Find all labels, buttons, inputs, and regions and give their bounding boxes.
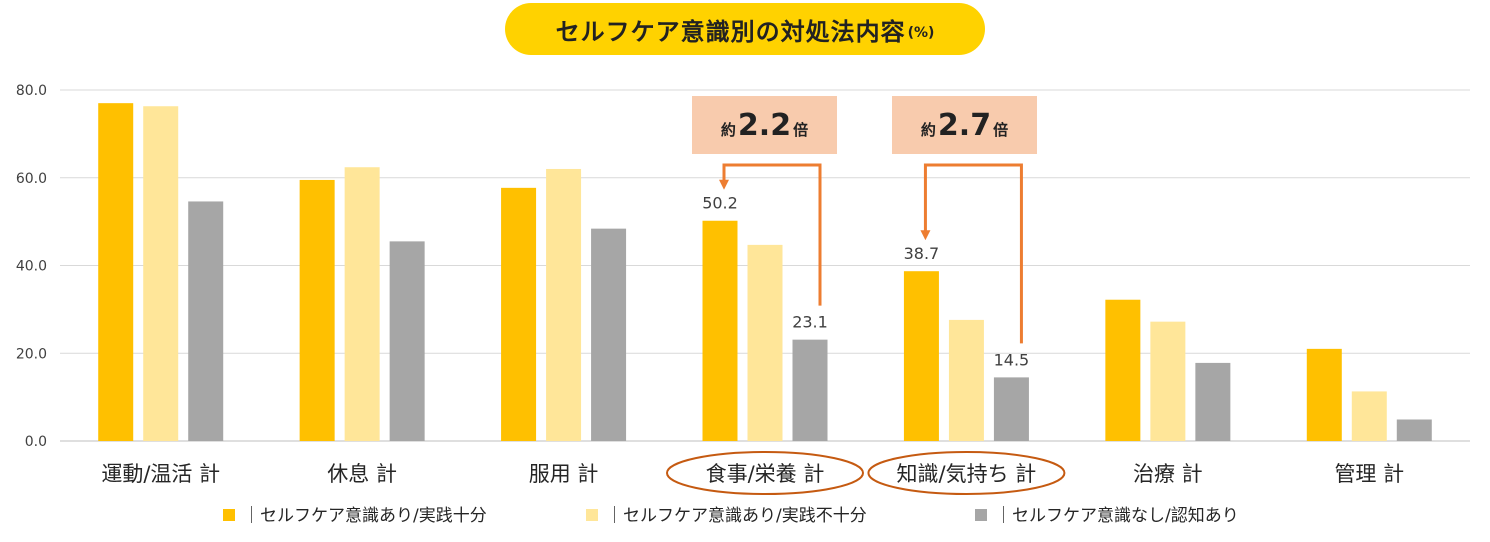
bar bbox=[948, 319, 984, 441]
bar bbox=[903, 271, 939, 441]
y-tick-label: 0.0 bbox=[25, 434, 47, 450]
x-tick-label: 休息 計 bbox=[327, 462, 397, 486]
bar bbox=[98, 103, 134, 441]
x-tick-label: 治療 計 bbox=[1133, 462, 1203, 486]
legend-label: ｜セルフケア意識あり/実践不十分 bbox=[606, 506, 867, 526]
x-tick-label: 知識/気持ち 計 bbox=[897, 462, 1037, 486]
data-label: 38.7 bbox=[904, 244, 940, 263]
ratio-callout-value: 2.7 bbox=[937, 107, 992, 143]
comparison-arrow bbox=[920, 163, 1023, 344]
ratio-callout-suffix: 倍 bbox=[793, 120, 809, 139]
bar bbox=[1150, 321, 1186, 441]
bar bbox=[188, 201, 224, 441]
bar bbox=[143, 106, 179, 441]
bar bbox=[344, 167, 380, 441]
legend-label: ｜セルフケア意識なし/認知あり bbox=[995, 506, 1239, 526]
y-tick-label: 60.0 bbox=[16, 171, 47, 187]
bar bbox=[1396, 419, 1432, 441]
bar bbox=[389, 241, 425, 441]
ratio-callout-prefix: 約 bbox=[920, 120, 936, 139]
bar bbox=[299, 179, 335, 441]
data-label: 50.2 bbox=[702, 194, 738, 213]
ratio-callout-food: 約 2.2 倍 bbox=[692, 96, 837, 154]
ratio-callout-suffix: 倍 bbox=[993, 120, 1009, 139]
legend-swatch bbox=[586, 509, 598, 521]
bar bbox=[1351, 391, 1387, 441]
ratio-callout-prefix: 約 bbox=[720, 120, 736, 139]
category-highlight-ring bbox=[867, 451, 1066, 495]
bar bbox=[1105, 299, 1141, 441]
y-tick-label: 80.0 bbox=[16, 83, 47, 99]
bar bbox=[702, 220, 738, 441]
x-tick-label: 服用 計 bbox=[529, 462, 599, 486]
data-label: 14.5 bbox=[994, 350, 1030, 369]
ratio-callout-value: 2.2 bbox=[737, 107, 792, 143]
chart-title-text: セルフケア意識別の対処法内容 bbox=[555, 17, 906, 46]
y-tick-label: 20.0 bbox=[16, 346, 47, 362]
bar bbox=[501, 187, 537, 441]
ratio-callout-knowledge: 約 2.7 倍 bbox=[892, 96, 1037, 154]
chart-title: セルフケア意識別の対処法内容 (%) bbox=[505, 3, 985, 55]
bar bbox=[546, 168, 582, 441]
category-highlight-ring bbox=[666, 451, 864, 495]
bar bbox=[1306, 348, 1342, 441]
bar bbox=[792, 339, 828, 441]
y-tick-label: 40.0 bbox=[16, 259, 47, 275]
legend-label: ｜セルフケア意識あり/実践十分 bbox=[243, 506, 487, 526]
legend-swatch bbox=[223, 509, 235, 521]
x-tick-label: 食事/栄養 計 bbox=[706, 462, 825, 486]
bar bbox=[1195, 362, 1231, 441]
legend-swatch bbox=[975, 509, 987, 521]
comparison-arrow bbox=[719, 163, 822, 306]
bar bbox=[591, 228, 627, 441]
bar bbox=[993, 377, 1029, 441]
chart-title-unit: (%) bbox=[907, 25, 935, 41]
data-label: 23.1 bbox=[792, 313, 828, 332]
x-tick-label: 管理 計 bbox=[1334, 462, 1404, 486]
bar bbox=[747, 244, 783, 441]
x-tick-label: 運動/温活 計 bbox=[101, 462, 220, 486]
